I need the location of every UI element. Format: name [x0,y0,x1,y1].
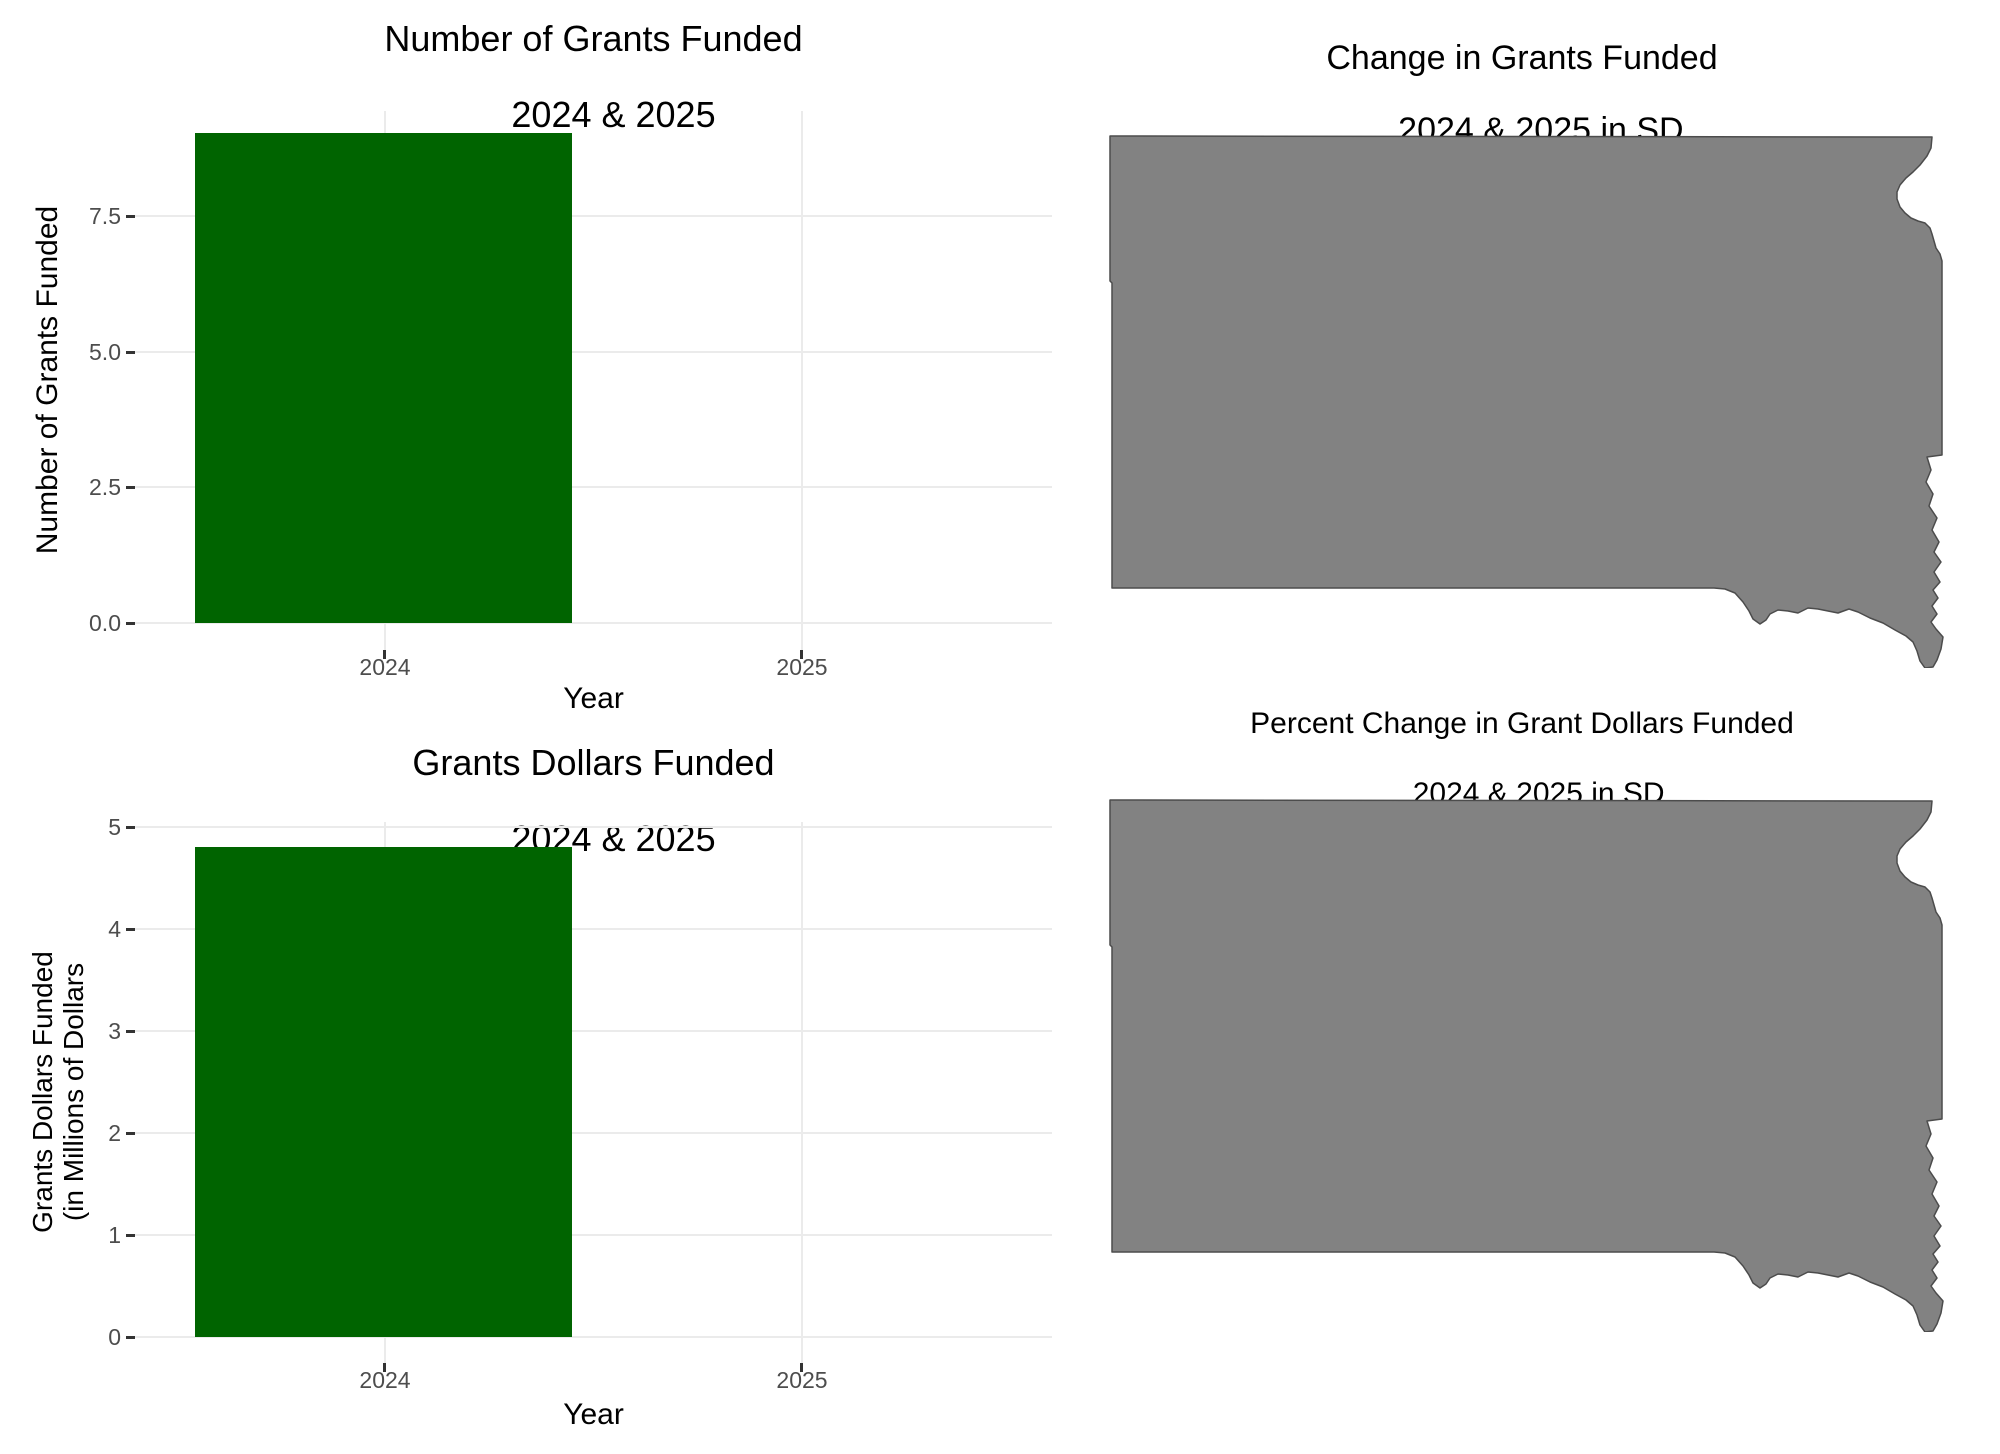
y-tick [126,1234,135,1237]
top-left-x-axis-title: Year [563,682,624,715]
bar-2024-grants-count [195,133,572,623]
bottom-left-y-axis-title: Grants Dollars Funded (in Millions of Dol… [27,792,89,1392]
y-tick [126,928,135,931]
x-tick [800,650,803,659]
y-tick-label: 2.5 [89,474,121,500]
gridline [135,215,1052,217]
y-tick-label: 4 [108,916,121,942]
bar-2024-grant-dollars [195,847,572,1337]
south-dakota-outline [1109,135,1944,668]
bottom-left-y-axis-title-line2: (in Millions of Dollars [58,962,89,1222]
south-dakota-outline [1109,799,1944,1332]
gridline [135,1030,1052,1032]
bottom-left-y-axis-title-line1: Grants Dollars Funded [27,951,58,1233]
x-tick [800,1363,803,1372]
gridline [135,622,1052,624]
y-tick-label: 0 [108,1324,121,1350]
top-left-y-axis-title: Number of Grants Funded [31,205,64,555]
gridline [135,1336,1052,1338]
y-tick-label: 7.5 [89,203,121,229]
y-tick-label: 2 [108,1120,121,1146]
bottom-left-x-axis-title: Year [563,1398,624,1431]
gridline [135,928,1052,930]
top-left-title-line1: Number of Grants Funded [384,18,803,59]
gridline [135,1132,1052,1134]
gridline [801,111,803,650]
gridline [801,822,803,1363]
top-right-title-line1: Change in Grants Funded [1326,39,1718,77]
x-tick [383,1363,386,1372]
y-tick [126,1030,135,1033]
x-tick-label: 2025 [776,1367,828,1393]
y-tick-label: 1 [108,1222,121,1248]
x-tick-label: 2024 [359,654,411,680]
y-tick [126,215,135,218]
top-left-chart-title: Number of Grants Funded 2024 & 2025 [135,20,1052,172]
y-tick-label: 5 [108,814,121,840]
south-dakota-map [1109,799,1944,1332]
y-tick [126,622,135,625]
south-dakota-map [1109,135,1944,668]
y-tick-label: 3 [108,1018,121,1044]
bottom-left-title-line1: Grants Dollars Funded [412,742,775,783]
gridline [135,351,1052,353]
gridline [135,826,1052,828]
y-tick [126,826,135,829]
x-tick [383,650,386,659]
bottom-right-title-line1: Percent Change in Grant Dollars Funded [1250,707,1794,740]
y-tick [126,351,135,354]
bottom-left-chart-title: Grants Dollars Funded 2024 & 2025 [135,744,1052,896]
y-tick [126,486,135,489]
y-tick-label: 0.0 [89,610,121,636]
x-tick-label: 2024 [359,1367,411,1393]
x-tick-label: 2025 [776,654,828,680]
gridline [135,1234,1052,1236]
y-tick-label: 5.0 [89,339,121,365]
gridline [135,486,1052,488]
y-tick [126,1132,135,1135]
top-left-title-line2: 2024 & 2025 [511,94,716,135]
y-tick [126,1336,135,1339]
